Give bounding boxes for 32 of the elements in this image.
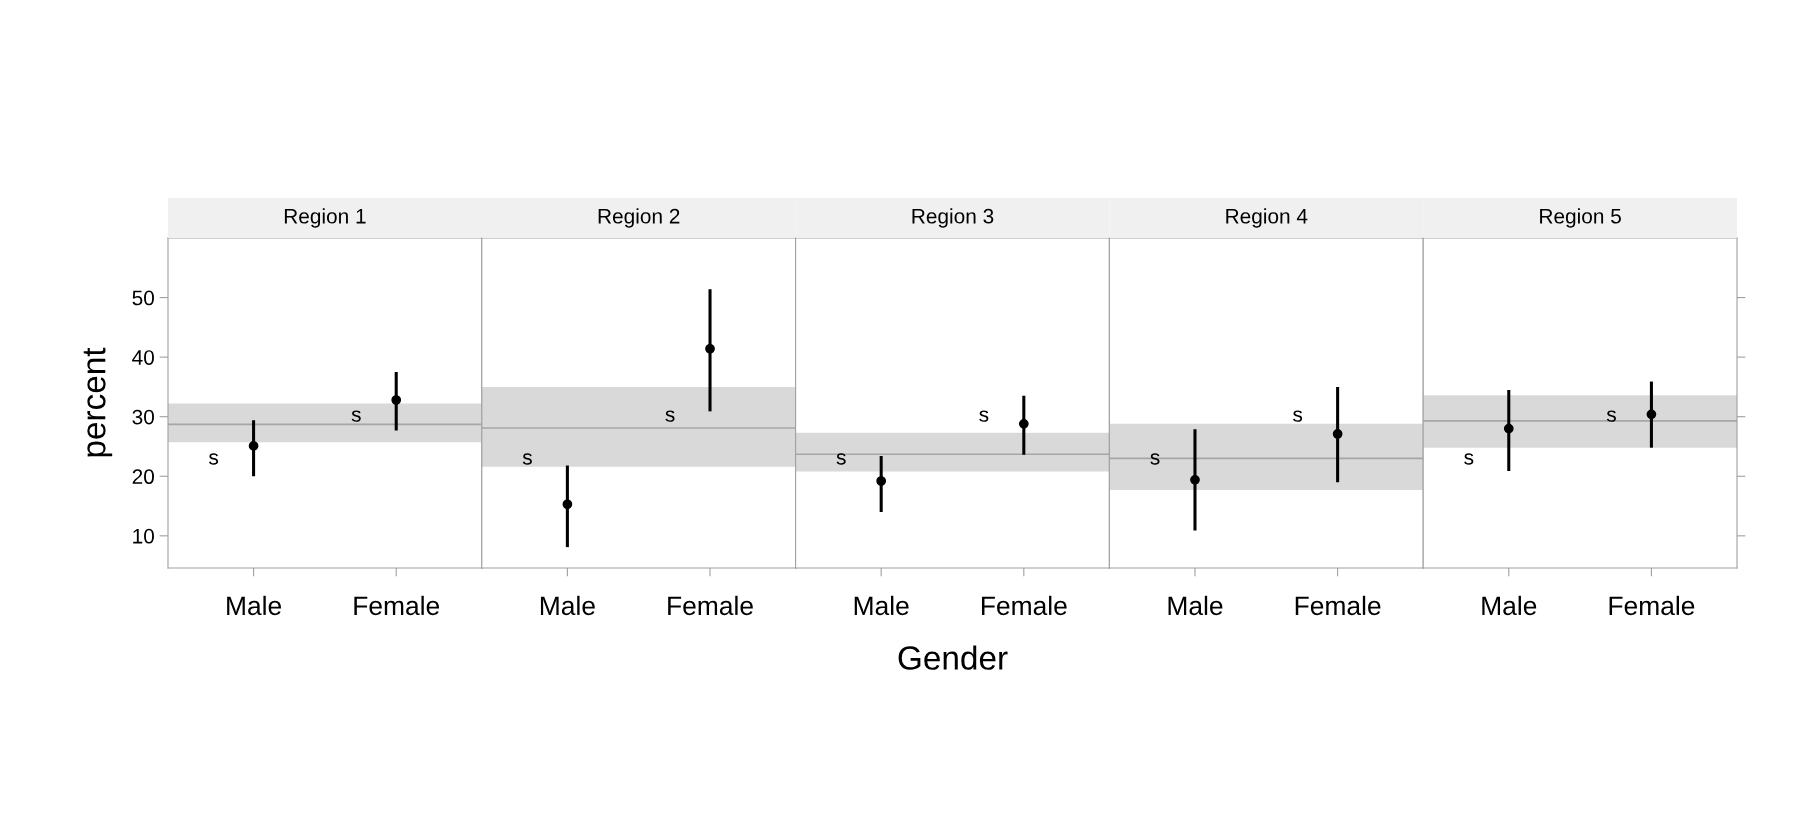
x-tick-label: Male bbox=[1168, 595, 1223, 616]
annotation: s bbox=[351, 410, 361, 422]
annotation: s bbox=[979, 410, 989, 422]
chart-title: Region 2 bbox=[598, 208, 680, 228]
y-tick-label: 20 bbox=[132, 469, 154, 485]
annotation: s bbox=[1150, 453, 1160, 465]
chart-title: Region 1 bbox=[284, 208, 366, 228]
annotation: s bbox=[665, 410, 675, 422]
y-tick-label: 10 bbox=[133, 528, 154, 544]
x-tick-label: Female bbox=[981, 595, 1067, 616]
chart-title: Region 4 bbox=[1226, 208, 1308, 228]
x-tick-label: Female bbox=[354, 595, 440, 616]
x-tick-label: Male bbox=[227, 595, 282, 616]
x-tick-label: Male bbox=[540, 595, 595, 616]
annotation: s bbox=[209, 453, 219, 465]
annotation: s bbox=[522, 453, 532, 465]
annotation: s bbox=[1606, 410, 1616, 422]
y-tick-label: 40 bbox=[132, 350, 154, 365]
x-tick-label: Male bbox=[1482, 595, 1537, 616]
x-axis-title: Gender bbox=[898, 645, 1008, 670]
x-tick-label: Female bbox=[1609, 595, 1695, 616]
y-tick-label: 30 bbox=[132, 409, 154, 425]
x-tick-label: Female bbox=[1295, 595, 1381, 616]
annotation: s bbox=[1464, 453, 1474, 465]
y-axis-title: percent bbox=[83, 347, 113, 457]
x-tick-label: Female bbox=[668, 595, 753, 616]
annotation: s bbox=[1293, 410, 1303, 422]
x-tick-label: Male bbox=[854, 595, 909, 616]
annotation: s bbox=[836, 453, 846, 465]
chart-title: Region 5 bbox=[1540, 208, 1621, 228]
y-tick-label: 50 bbox=[132, 290, 154, 306]
chart-title: Region 3 bbox=[912, 208, 994, 228]
